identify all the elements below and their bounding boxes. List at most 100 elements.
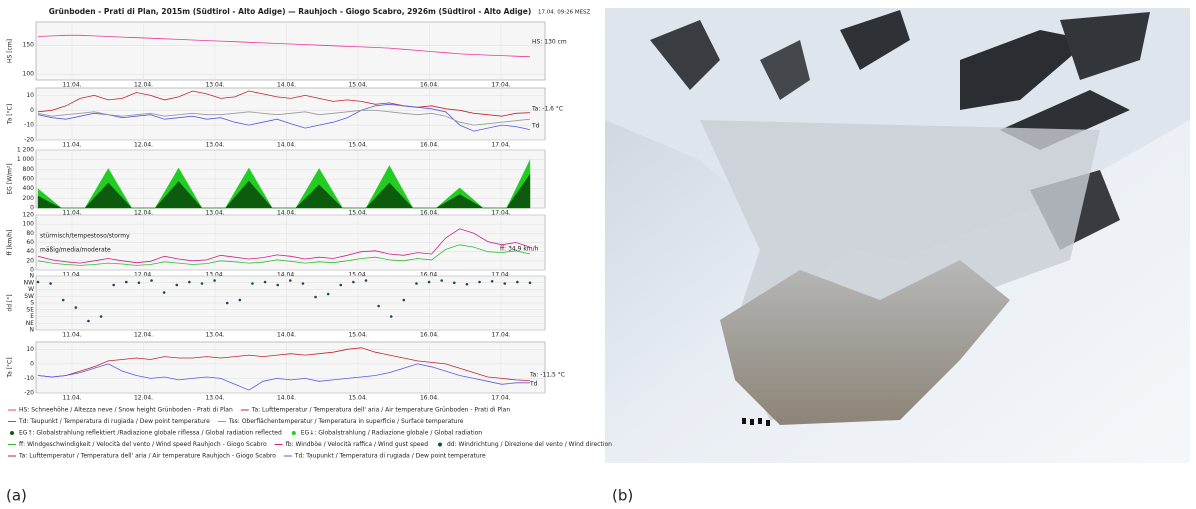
data-point <box>339 283 343 287</box>
x-tick-label: 12.04. <box>134 272 153 279</box>
data-point <box>415 282 418 285</box>
data-point <box>238 298 242 302</box>
y-tick-label: 0 <box>30 205 34 212</box>
data-point <box>150 279 153 282</box>
y-tick-label: N <box>30 273 35 280</box>
x-tick-label: 11.04. <box>62 332 81 339</box>
person <box>742 418 746 424</box>
panel-label: (b) <box>612 487 633 505</box>
rock <box>840 10 910 70</box>
data-point <box>364 279 368 282</box>
x-tick-label: 13.04. <box>205 82 224 89</box>
x-tick-label: 16.04. <box>420 142 439 149</box>
line <box>37 347 531 381</box>
line <box>37 363 530 391</box>
x-tick-label: 17.04. <box>491 395 510 402</box>
y-axis-label: ff [km/h] <box>7 230 14 256</box>
y-tick-label: 60 <box>26 239 34 246</box>
rock <box>650 20 720 90</box>
panel-label: (a) <box>6 487 27 505</box>
x-tick-label: 11.04. <box>62 210 81 217</box>
legend-entry: dd: Windrichtung / Direzione del vento /… <box>447 441 612 448</box>
x-tick-label: 13.04. <box>205 395 224 402</box>
y-tick-label: N <box>30 327 35 334</box>
y-tick-label: SW <box>24 293 34 300</box>
y-tick-label: 0 <box>30 267 34 274</box>
y-axis-label: HS [cm] <box>7 39 14 63</box>
line <box>37 109 531 126</box>
x-tick-label: 14.04. <box>277 272 296 279</box>
x-tick-label: 14.04. <box>277 332 296 339</box>
x-tick-label: 15.04. <box>348 210 367 217</box>
x-tick-label: 17.04. <box>491 272 510 279</box>
data-point <box>453 281 456 285</box>
line <box>37 244 531 266</box>
data-point <box>301 282 305 285</box>
x-tick-label: 16.04. <box>420 210 439 217</box>
line <box>37 103 531 132</box>
x-tick-label: 15.04. <box>348 395 367 402</box>
y-tick-label: 120 <box>23 212 35 219</box>
legend-swatch <box>438 442 442 447</box>
x-tick-label: 16.04. <box>420 332 439 339</box>
x-tick-label: 13.04. <box>205 332 224 339</box>
data-point <box>99 315 103 318</box>
legend-entry: EG↓: Globalstrahlung / Radiazione global… <box>301 430 482 437</box>
annotation: Ta: -11,5 °C <box>529 372 565 379</box>
data-point <box>440 279 443 282</box>
y-tick-label: -20 <box>24 137 34 144</box>
annotation: HS: 130 cm <box>532 39 567 46</box>
data-point <box>213 279 216 282</box>
x-tick-label: 16.04. <box>420 82 439 89</box>
x-tick-label: 12.04. <box>134 82 153 89</box>
x-tick-label: 15.04. <box>348 82 367 89</box>
x-tick-label: 12.04. <box>134 332 153 339</box>
line <box>37 90 531 117</box>
y-tick-label: NW <box>24 279 34 286</box>
x-tick-label: 17.04. <box>491 210 510 217</box>
line <box>37 228 531 264</box>
legend-entry: ff: Windgeschwindigkeit / Velocità del v… <box>19 441 267 448</box>
annotation: Td <box>529 381 538 388</box>
data-point <box>276 283 279 287</box>
y-tick-label: 400 <box>23 185 35 192</box>
person <box>758 418 762 424</box>
data-point <box>402 298 406 302</box>
y-tick-label: 40 <box>26 248 34 255</box>
data-point <box>225 301 229 305</box>
area <box>37 173 531 209</box>
x-tick-label: 11.04. <box>62 395 81 402</box>
x-tick-label: 17.04. <box>491 142 510 149</box>
data-point <box>289 279 292 282</box>
legend-entry: Td: Taupunkt / Temperatura di rugiada / … <box>294 453 486 460</box>
x-tick-label: 14.04. <box>277 82 296 89</box>
data-point <box>125 280 128 284</box>
data-point <box>314 295 317 299</box>
data-point <box>352 280 355 284</box>
legend-entry: fb: Windböe / Velocità raffica / Wind gu… <box>286 441 429 448</box>
plot-frame <box>35 21 546 81</box>
legend-entry: Tss: Oberflächentemperatur / Temperatura… <box>228 418 464 425</box>
data-point <box>528 281 532 285</box>
data-point <box>137 281 141 285</box>
data-point <box>263 280 267 284</box>
x-tick-label: 16.04. <box>420 395 439 402</box>
annotation: ff: 34,9 km/h <box>500 246 539 253</box>
plot-frame <box>35 87 546 141</box>
data-point <box>112 283 115 287</box>
y-tick-label: 80 <box>26 230 34 237</box>
x-tick-label: 17.04. <box>491 82 510 89</box>
x-tick-label: 14.04. <box>277 395 296 402</box>
data-point <box>503 282 507 285</box>
legend-swatch <box>291 431 296 435</box>
rock <box>1060 12 1150 80</box>
y-tick-label: 0 <box>30 107 34 114</box>
data-point <box>389 315 393 318</box>
person <box>766 420 770 426</box>
y-tick-label: 1 200 <box>17 147 34 154</box>
chart-title: Grünboden - Prati di Plan, 2015m (Südtir… <box>49 7 532 16</box>
data-point <box>465 282 469 286</box>
x-tick-label: 12.04. <box>134 142 153 149</box>
line <box>37 34 531 58</box>
